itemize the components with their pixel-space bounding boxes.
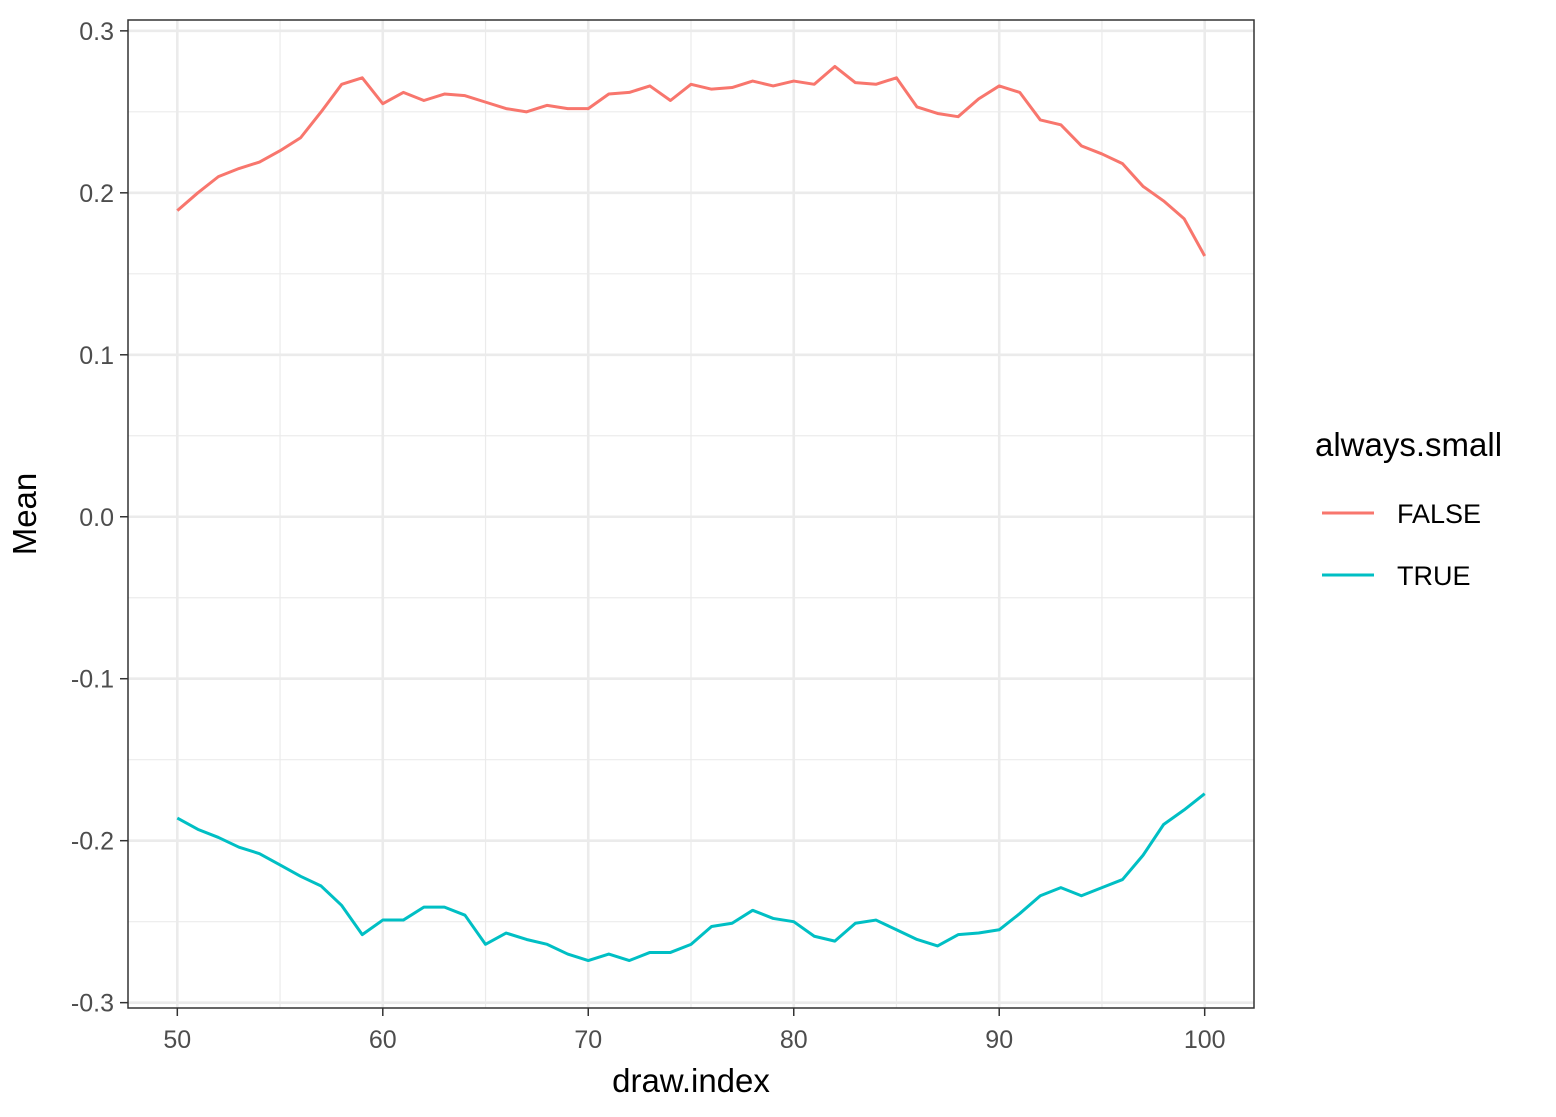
y-axis-title: Mean (6, 473, 43, 556)
y-tick-label: 0.0 (79, 504, 114, 532)
series-lines (176, 64, 1207, 963)
x-tick-label: 90 (985, 1026, 1013, 1054)
y-tick-label: 0.2 (79, 180, 114, 208)
x-tick-label: 100 (1184, 1026, 1226, 1054)
major-gridlines (128, 20, 1254, 1008)
y-tick-label: -0.1 (71, 666, 114, 694)
legend-label-true: TRUE (1397, 561, 1471, 591)
minor-gridlines (128, 20, 1254, 1008)
legend: always.small FALSE TRUE (1315, 426, 1502, 591)
x-axis-title: draw.index (612, 1062, 770, 1099)
x-tick-label: 60 (369, 1026, 397, 1054)
x-tick-label: 50 (163, 1026, 191, 1054)
y-tick-label: -0.3 (71, 990, 114, 1018)
x-axis: 50 60 70 80 90 100 (163, 1008, 1226, 1054)
y-axis: -0.3 -0.2 -0.1 0.0 0.1 0.2 0.3 (71, 18, 128, 1018)
y-tick-label: 0.1 (79, 342, 114, 370)
series-line-false (176, 64, 1207, 257)
series-line-true (176, 792, 1206, 963)
y-tick-label: 0.3 (79, 18, 114, 46)
x-tick-label: 70 (574, 1026, 602, 1054)
y-tick-label: -0.2 (71, 828, 114, 856)
x-tick-label: 80 (780, 1026, 808, 1054)
legend-label-false: FALSE (1397, 499, 1481, 529)
plot-panel-border (127, 19, 1255, 1009)
legend-title: always.small (1315, 426, 1502, 463)
